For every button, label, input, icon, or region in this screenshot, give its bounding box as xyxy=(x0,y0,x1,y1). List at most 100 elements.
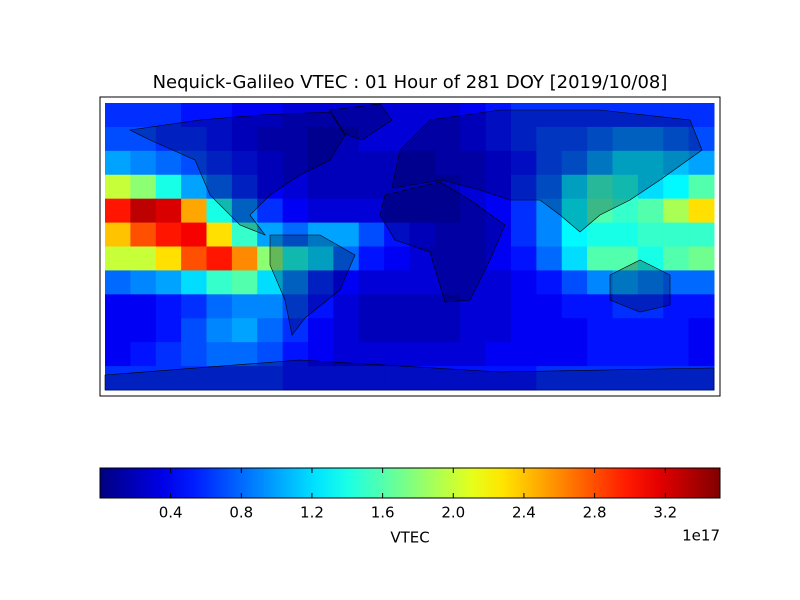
heatmap-cell xyxy=(206,103,233,128)
heatmap-cell xyxy=(612,342,639,367)
heatmap-cell xyxy=(536,198,563,224)
heatmap-cell xyxy=(282,342,309,367)
heatmap-cell xyxy=(688,270,715,295)
heatmap-cell xyxy=(637,366,664,391)
heatmap-cell xyxy=(612,174,639,200)
heatmap-cell xyxy=(688,342,715,367)
heatmap-cell xyxy=(130,198,157,224)
land xyxy=(104,359,715,391)
heatmap-cell xyxy=(536,126,563,152)
heatmap-cell xyxy=(460,342,487,367)
heatmap-cell xyxy=(536,246,563,271)
heatmap-cell xyxy=(688,366,715,391)
heatmap-cell xyxy=(460,270,487,295)
heatmap-cell xyxy=(130,342,157,367)
heatmap-cell xyxy=(308,270,334,295)
heatmap-cell xyxy=(663,174,690,200)
heatmap-cell xyxy=(308,198,334,224)
heatmap-cell xyxy=(409,294,436,319)
heatmap-cell xyxy=(333,222,360,247)
heatmap-cell xyxy=(637,174,664,200)
heatmap-cell xyxy=(358,222,385,247)
heatmap-cell xyxy=(612,294,639,319)
heatmap-cell xyxy=(206,246,233,271)
heatmap-cell xyxy=(460,174,487,200)
heatmap-cell xyxy=(358,174,385,200)
heatmap-cell xyxy=(257,126,284,152)
heatmap-cell xyxy=(536,270,563,295)
heatmap-cell xyxy=(130,366,157,391)
heatmap-cell xyxy=(181,366,207,391)
heatmap-cell xyxy=(637,246,664,271)
heatmap-cell xyxy=(105,318,131,343)
heatmap-cell xyxy=(536,222,563,247)
heatmap-cell xyxy=(282,294,309,319)
heatmap-cell xyxy=(181,222,207,247)
heatmap-cell xyxy=(409,318,436,343)
heatmap-cell xyxy=(206,222,233,247)
heatmap-cell xyxy=(384,294,410,319)
heatmap-cell xyxy=(155,294,182,319)
heatmap-cell xyxy=(434,246,461,271)
heatmap-cell xyxy=(511,126,537,152)
heatmap-cell xyxy=(536,103,563,128)
heatmap-cell xyxy=(181,174,207,200)
heatmap-cell xyxy=(130,270,157,295)
heatmap-cell xyxy=(155,150,182,176)
heatmap-cell xyxy=(384,270,410,295)
heatmap-cell xyxy=(333,246,360,271)
heatmap-cell xyxy=(282,126,309,152)
colorbar-tick-label: 0.4 xyxy=(159,504,183,522)
heatmap-cell xyxy=(663,246,690,271)
heatmap-cell xyxy=(105,366,131,391)
heatmap-cell xyxy=(587,270,613,295)
heatmap-cell xyxy=(409,366,436,391)
heatmap-cell xyxy=(130,222,157,247)
heatmap-cell xyxy=(637,103,664,128)
heatmap-cell xyxy=(105,270,131,295)
land xyxy=(609,259,671,313)
heatmap-cell xyxy=(257,150,284,176)
heatmap-cell xyxy=(561,246,588,271)
land xyxy=(269,234,356,336)
heatmap-cell xyxy=(333,198,360,224)
heatmap-cell xyxy=(612,246,639,271)
heatmap-cell xyxy=(282,174,309,200)
heatmap-cell xyxy=(130,174,157,200)
heatmap-cell xyxy=(155,270,182,295)
heatmap-cell xyxy=(637,126,664,152)
heatmap-cell xyxy=(231,318,258,343)
heatmap-cell xyxy=(511,174,537,200)
heatmap-cell xyxy=(257,198,284,224)
heatmap-cell xyxy=(485,150,512,176)
heatmap-cell xyxy=(561,270,588,295)
heatmap-cell xyxy=(181,103,207,128)
heatmap-cell xyxy=(409,342,436,367)
heatmap-cell xyxy=(308,318,334,343)
heatmap-cell xyxy=(155,246,182,271)
heatmap-cell xyxy=(308,126,334,152)
heatmap-cell xyxy=(384,126,410,152)
heatmap-cell xyxy=(384,198,410,224)
heatmap-cell xyxy=(358,103,385,128)
heatmap-cell xyxy=(485,103,512,128)
heatmap-cell xyxy=(612,103,639,128)
heatmap-cell xyxy=(130,103,157,128)
heatmap-cell xyxy=(358,342,385,367)
heatmap-cell xyxy=(663,198,690,224)
heatmap-cell xyxy=(384,366,410,391)
heatmap-cell xyxy=(181,198,207,224)
heatmap-cell xyxy=(181,294,207,319)
heatmap-cell xyxy=(612,126,639,152)
heatmap-cell xyxy=(434,198,461,224)
heatmap-cell xyxy=(612,150,639,176)
heatmap-cell xyxy=(409,270,436,295)
heatmap-cell xyxy=(587,126,613,152)
heatmap-cell xyxy=(561,342,588,367)
heatmap-cell xyxy=(434,103,461,128)
colorbar-tick-label: 0.8 xyxy=(229,504,253,522)
heatmap-cell xyxy=(511,294,537,319)
chart-title: Nequick-Galileo VTEC : 01 Hour of 281 DO… xyxy=(153,72,668,93)
heatmap-cell xyxy=(561,174,588,200)
heatmap-cell xyxy=(612,318,639,343)
